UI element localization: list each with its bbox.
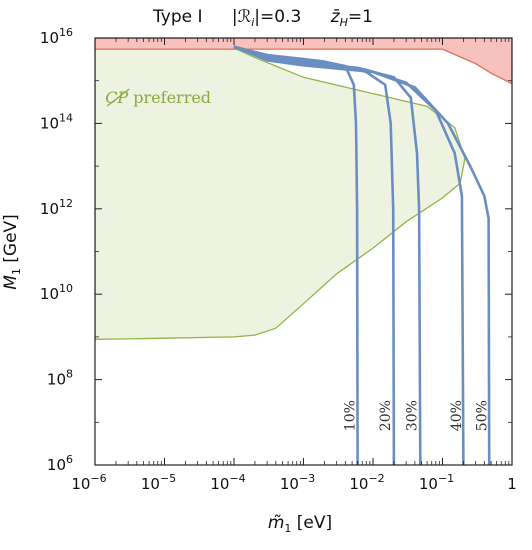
title-r-subscript: i — [251, 16, 254, 29]
excluded-region — [95, 38, 512, 85]
x-tick-label: 10−4 — [210, 472, 245, 493]
title-r-symbol: |ℛ — [232, 7, 251, 27]
regions — [95, 38, 512, 340]
x-tick-label: 10−3 — [280, 472, 315, 493]
curve-label-20pct: 20% — [378, 400, 394, 431]
y-tick-label: 1012 — [40, 197, 73, 218]
cp-preferred-text: preferred — [128, 88, 211, 107]
title-z-subscript: H — [340, 16, 348, 29]
cp-preferred-label: CP preferred — [105, 88, 211, 107]
y-tick-label: 108 — [47, 368, 73, 389]
y-axis-label: M1 [GeV] — [1, 214, 23, 290]
efficiency-curve-50pct — [233, 45, 491, 465]
axis-ticks: 10−6 10−5 10−4 10−3 10−2 10−1 1 106 108 1010 1012 1… — [40, 26, 517, 493]
x-tick-label: 1 — [507, 475, 517, 493]
x-tick-label: 10−2 — [349, 472, 384, 493]
title-type: Type I — [152, 7, 202, 27]
x-axis-label: m̃1 [eV] — [268, 513, 332, 535]
curve-label-40pct: 40% — [449, 400, 465, 431]
curve-label-50pct: 50% — [475, 400, 491, 431]
chart-title: Type I |ℛi|=0.3 z̄H=1 — [152, 7, 373, 29]
series-group — [233, 45, 491, 465]
title-z-symbol: z̄ — [330, 7, 341, 27]
x-tick-label: 10−6 — [71, 472, 106, 493]
y-tick-label: 1014 — [40, 111, 73, 132]
cp-strike-mark — [106, 88, 130, 107]
y-tick-label: 1010 — [40, 282, 73, 303]
annotation-labels: CP preferred 10% 20% 30% 40% 50% — [105, 88, 490, 431]
title-z-value: =1 — [348, 7, 373, 27]
y-tick-label: 1016 — [40, 26, 73, 47]
x-tick-label: 10−1 — [419, 472, 454, 493]
title-r-value: |=0.3 — [254, 7, 301, 27]
curve-label-30pct: 30% — [404, 400, 420, 431]
y-tick-label: 106 — [47, 453, 73, 474]
cp-preferred-region — [95, 38, 466, 340]
curve-label-10pct: 10% — [343, 400, 359, 431]
x-tick-label: 10−5 — [141, 472, 176, 493]
efficiency-curve-40pct — [233, 45, 465, 465]
